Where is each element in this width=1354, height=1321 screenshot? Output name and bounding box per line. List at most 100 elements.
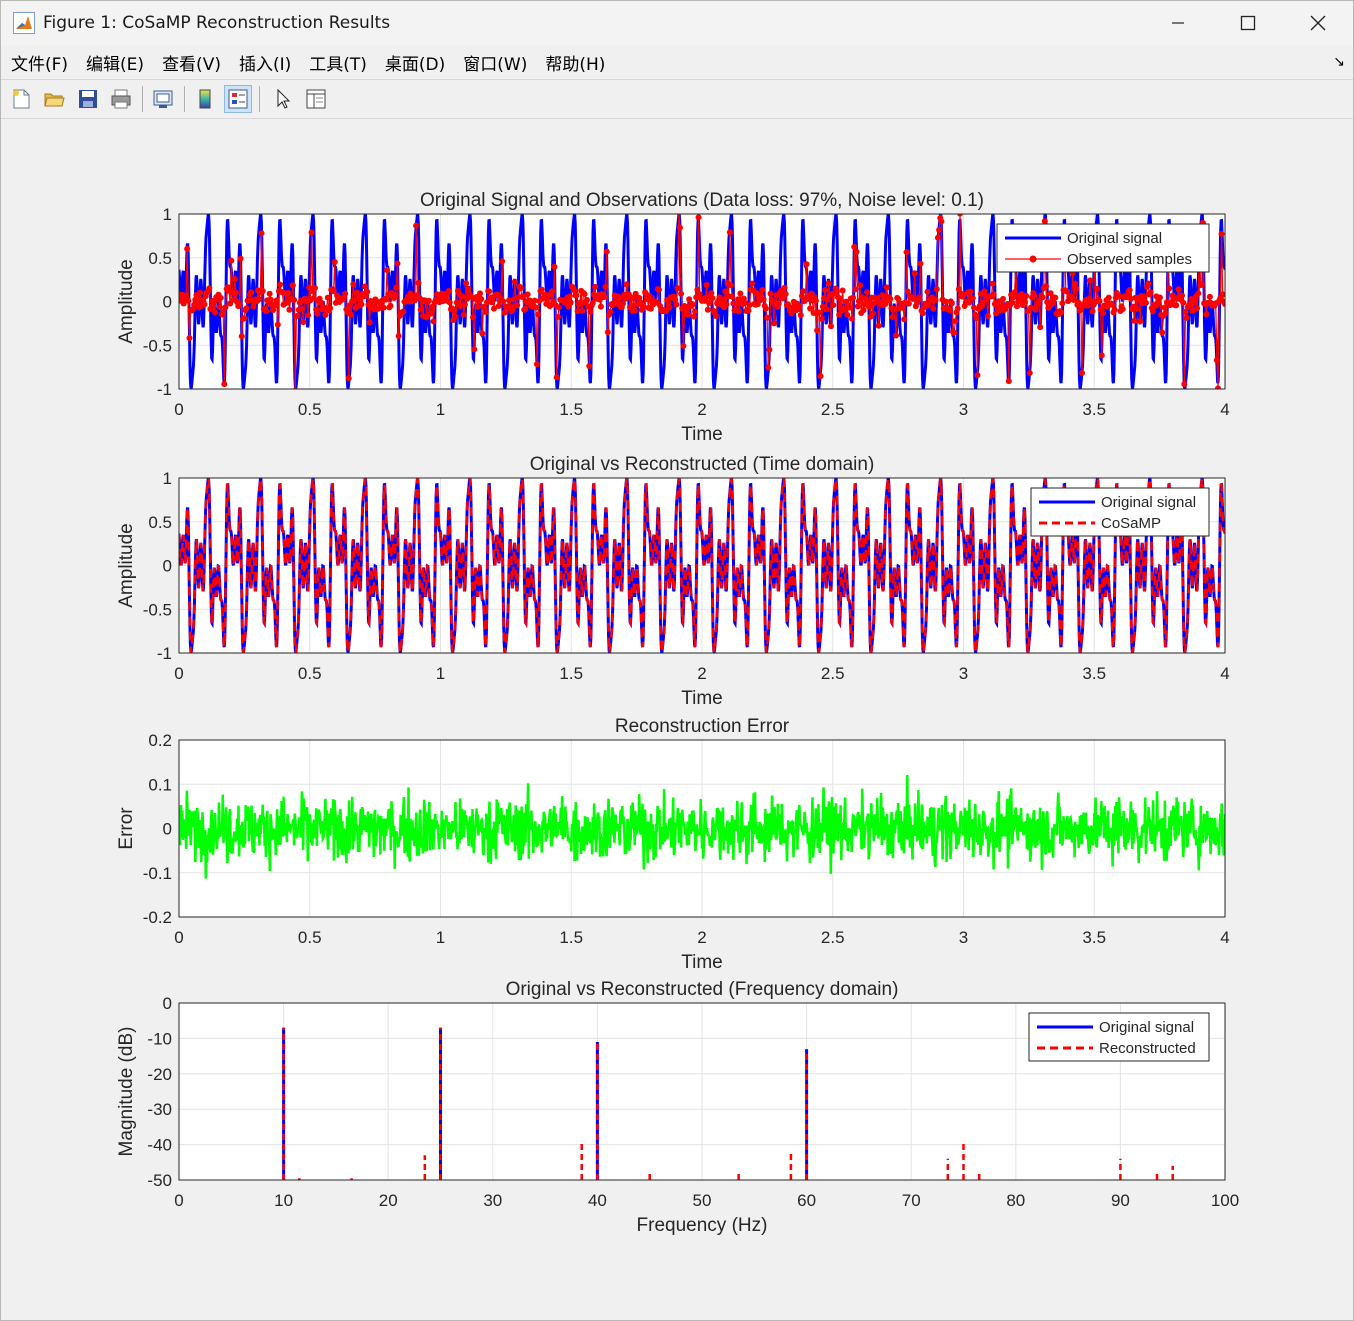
observed-sample-marker bbox=[722, 288, 729, 295]
observed-sample-marker bbox=[459, 293, 466, 300]
y-tick-label: -20 bbox=[147, 1065, 172, 1084]
print-button[interactable] bbox=[107, 85, 135, 113]
observed-sample-marker bbox=[1073, 285, 1080, 292]
menu-dock-arrow-icon[interactable]: ↘ bbox=[1333, 53, 1345, 69]
menu-window[interactable]: 窗口(W) bbox=[463, 54, 528, 75]
observed-sample-marker bbox=[586, 362, 593, 369]
observed-sample-marker bbox=[686, 296, 693, 303]
close-button[interactable] bbox=[1283, 1, 1353, 45]
subplot-2: 0 0.5 1 1.5 2 2.5 3 3.5 4 -1 -0.5 0 0.5 1 Original vs … bbox=[116, 454, 1230, 709]
observed-sample-marker bbox=[185, 297, 192, 304]
new-figure-button[interactable] bbox=[7, 85, 35, 113]
chart-title: Original vs Reconstructed (Time domain) bbox=[530, 454, 875, 475]
observed-sample-marker bbox=[1198, 281, 1205, 288]
observed-sample-marker bbox=[703, 281, 710, 288]
x-axis-label: Time bbox=[681, 952, 723, 973]
x-tick-label: 1.5 bbox=[559, 664, 583, 683]
open-file-button[interactable] bbox=[40, 85, 68, 113]
observed-sample-marker bbox=[936, 226, 943, 233]
observed-sample-marker bbox=[490, 305, 497, 312]
x-tick-label: 80 bbox=[1006, 1191, 1025, 1210]
observed-sample-marker bbox=[186, 334, 193, 341]
observed-sample-marker bbox=[1173, 302, 1180, 309]
subplot-4: 0 10 20 30 40 50 60 70 80 90 100 -50 -40 -30 -20 -10 0 Or… bbox=[116, 979, 1239, 1236]
window-title: Figure 1: CoSaMP Reconstruction Results bbox=[43, 13, 391, 33]
observed-sample-marker bbox=[925, 302, 932, 309]
link-plot-button[interactable] bbox=[149, 85, 177, 113]
menu-view[interactable]: 查看(V) bbox=[162, 54, 221, 75]
minimize-button[interactable] bbox=[1143, 1, 1213, 45]
observed-sample-marker bbox=[954, 305, 961, 312]
observed-sample-marker bbox=[222, 304, 229, 311]
y-tick-label: -30 bbox=[147, 1100, 172, 1119]
observed-sample-marker bbox=[839, 287, 846, 294]
observed-sample-marker bbox=[814, 327, 821, 334]
observed-sample-marker bbox=[910, 294, 917, 301]
observed-sample-marker bbox=[779, 295, 786, 302]
observed-sample-marker bbox=[764, 314, 771, 321]
observed-sample-marker bbox=[306, 284, 313, 291]
observed-sample-marker bbox=[673, 301, 680, 308]
legend-box bbox=[1030, 487, 1210, 537]
observed-sample-marker bbox=[451, 307, 458, 314]
observed-sample-marker bbox=[765, 364, 772, 371]
observed-sample-marker bbox=[1131, 317, 1138, 324]
insert-colorbar-button[interactable] bbox=[191, 85, 219, 113]
x-tick-label: 2 bbox=[697, 928, 706, 947]
observed-sample-marker bbox=[460, 311, 467, 318]
observed-sample-marker bbox=[567, 299, 574, 306]
menu-help[interactable]: 帮助(H) bbox=[545, 54, 606, 75]
observed-sample-marker bbox=[1109, 301, 1116, 308]
observed-sample-marker bbox=[623, 281, 630, 288]
y-tick-label: -0.5 bbox=[143, 600, 172, 619]
observed-sample-marker bbox=[1098, 352, 1105, 359]
observed-sample-marker bbox=[771, 320, 778, 327]
chart-title: Original vs Reconstructed (Frequency dom… bbox=[506, 979, 899, 1000]
observed-sample-marker bbox=[243, 305, 250, 312]
observed-sample-marker bbox=[345, 375, 352, 382]
x-tick-label: 0.5 bbox=[298, 400, 322, 419]
edit-plot-button[interactable] bbox=[269, 85, 297, 113]
observed-sample-marker bbox=[331, 259, 338, 266]
subplots-canvas[interactable]: 0 0.5 1 1.5 2 2.5 3 3.5 4 -1 -0.5 0 0.5 1 Original Sig… bbox=[1, 119, 1353, 1320]
observed-sample-marker bbox=[1156, 294, 1163, 301]
property-inspector-button[interactable] bbox=[302, 85, 330, 113]
observed-sample-marker bbox=[511, 278, 518, 285]
observed-sample-marker bbox=[236, 301, 243, 308]
toolbar-separator bbox=[184, 86, 185, 112]
toolbar-separator bbox=[259, 86, 260, 112]
x-tick-label: 1 bbox=[436, 400, 445, 419]
observed-sample-marker bbox=[825, 280, 832, 287]
plot-data bbox=[179, 478, 1225, 653]
observed-sample-marker bbox=[587, 308, 594, 315]
observed-sample-marker bbox=[387, 302, 394, 309]
legend-box bbox=[1028, 1012, 1210, 1062]
observed-sample-marker bbox=[500, 298, 507, 305]
save-button[interactable] bbox=[74, 85, 102, 113]
observed-sample-marker bbox=[310, 294, 317, 301]
observed-sample-marker bbox=[1215, 385, 1222, 389]
x-tick-label: 3.5 bbox=[1082, 664, 1106, 683]
x-tick-label: 50 bbox=[693, 1191, 712, 1210]
observed-sample-marker bbox=[601, 293, 608, 300]
observed-sample-marker bbox=[1194, 305, 1201, 312]
observed-sample-marker bbox=[597, 303, 604, 310]
observed-sample-marker bbox=[970, 304, 977, 311]
maximize-button[interactable] bbox=[1213, 1, 1283, 45]
menu-edit[interactable]: 编辑(E) bbox=[86, 54, 145, 75]
observed-sample-marker bbox=[554, 314, 561, 321]
observed-sample-marker bbox=[851, 243, 858, 250]
menu-file[interactable]: 文件(F) bbox=[11, 54, 69, 75]
observed-sample-marker bbox=[655, 286, 662, 293]
observed-sample-marker bbox=[364, 288, 371, 295]
observed-sample-marker bbox=[1049, 299, 1056, 306]
observed-sample-marker bbox=[810, 310, 817, 317]
observed-sample-marker bbox=[875, 322, 882, 329]
x-tick-label: 0 bbox=[174, 1191, 183, 1210]
observed-sample-marker bbox=[817, 373, 824, 380]
menu-tools[interactable]: 工具(T) bbox=[309, 54, 367, 75]
insert-legend-button[interactable] bbox=[224, 85, 252, 113]
menu-insert[interactable]: 插入(I) bbox=[238, 54, 292, 75]
observed-sample-marker bbox=[759, 287, 766, 294]
menu-desktop[interactable]: 桌面(D) bbox=[384, 54, 446, 75]
